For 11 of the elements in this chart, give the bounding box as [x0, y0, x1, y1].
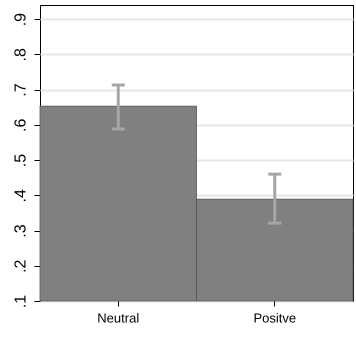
y-tick-label: .2: [12, 259, 30, 273]
y-tick-label: .1: [12, 294, 30, 308]
y-tick-label: .3: [12, 224, 30, 238]
y-tick-label: .4: [12, 189, 30, 202]
y-tick-label: .6: [12, 118, 30, 132]
y-tick-label: .7: [12, 83, 30, 97]
x-tick-label: Positve: [253, 310, 296, 326]
y-tick-label: .8: [12, 48, 30, 62]
y-tick-label: .5: [12, 154, 30, 168]
x-tick-label: Neutral: [97, 310, 140, 326]
y-tick-label: .9: [12, 12, 30, 26]
